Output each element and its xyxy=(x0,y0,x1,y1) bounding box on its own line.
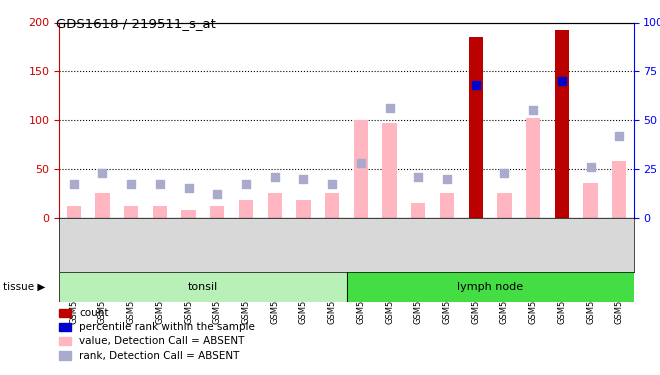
Point xyxy=(384,105,395,111)
Bar xyxy=(411,203,426,217)
Point xyxy=(585,164,596,170)
Point xyxy=(471,82,481,88)
Text: GDS1618 / 219511_s_at: GDS1618 / 219511_s_at xyxy=(56,17,216,30)
Bar xyxy=(583,183,598,218)
Point xyxy=(126,182,137,188)
Point xyxy=(69,182,79,188)
Point xyxy=(269,174,280,180)
Point xyxy=(212,191,222,197)
Text: percentile rank within the sample: percentile rank within the sample xyxy=(79,322,255,332)
Text: tonsil: tonsil xyxy=(188,282,218,292)
Bar xyxy=(239,200,253,217)
Point xyxy=(528,107,539,113)
Bar xyxy=(59,272,346,302)
Text: lymph node: lymph node xyxy=(457,282,523,292)
Text: tissue ▶: tissue ▶ xyxy=(3,282,46,292)
Bar xyxy=(210,206,224,218)
Point xyxy=(241,182,251,188)
Bar xyxy=(182,210,196,218)
Bar xyxy=(526,118,541,218)
Bar xyxy=(67,206,81,218)
Text: count: count xyxy=(79,308,109,318)
Point xyxy=(298,176,309,181)
Bar xyxy=(152,206,167,218)
Bar xyxy=(124,206,139,218)
Point xyxy=(442,176,452,181)
Point xyxy=(614,133,624,139)
Point xyxy=(97,170,108,176)
Bar xyxy=(554,30,569,217)
Bar xyxy=(440,193,454,217)
Bar xyxy=(346,272,634,302)
Bar xyxy=(382,123,397,218)
Bar xyxy=(296,200,311,217)
Bar xyxy=(497,193,512,217)
Text: value, Detection Call = ABSENT: value, Detection Call = ABSENT xyxy=(79,336,245,346)
Point xyxy=(413,174,424,180)
Point xyxy=(183,185,194,191)
Point xyxy=(556,78,567,84)
Point xyxy=(499,170,510,176)
Point xyxy=(356,160,366,166)
Bar xyxy=(346,272,634,302)
Bar xyxy=(325,193,339,217)
Bar xyxy=(354,120,368,218)
Bar xyxy=(469,37,483,218)
Text: rank, Detection Call = ABSENT: rank, Detection Call = ABSENT xyxy=(79,351,240,360)
Point xyxy=(154,182,165,188)
Bar xyxy=(59,272,346,302)
Bar xyxy=(267,193,282,217)
Bar xyxy=(95,193,110,217)
Bar xyxy=(612,161,626,218)
Point xyxy=(327,182,337,188)
